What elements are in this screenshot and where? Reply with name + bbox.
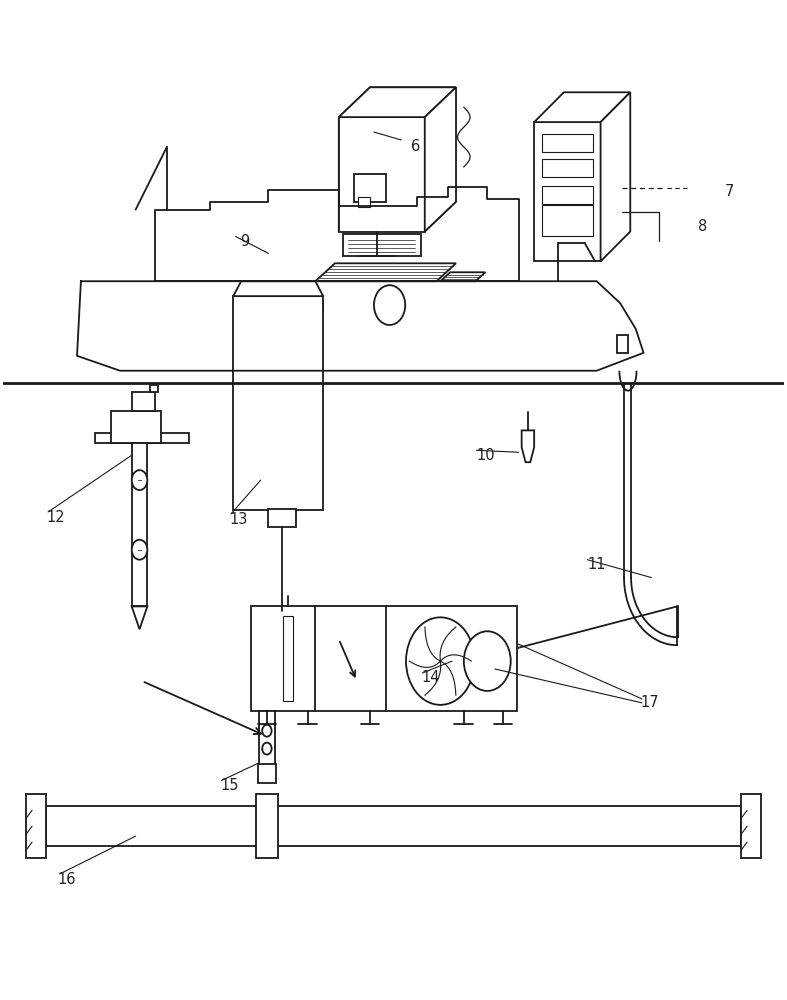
Polygon shape <box>441 272 486 281</box>
Bar <box>741 794 761 858</box>
Circle shape <box>464 631 511 691</box>
Bar <box>534 122 600 261</box>
Text: 6: 6 <box>411 139 420 154</box>
Text: 15: 15 <box>220 778 238 793</box>
Circle shape <box>131 470 147 490</box>
Polygon shape <box>233 281 323 296</box>
Bar <box>358 197 370 207</box>
Polygon shape <box>522 430 534 462</box>
Bar <box>259 711 275 767</box>
Bar <box>256 794 278 858</box>
Bar <box>542 186 593 204</box>
Circle shape <box>262 743 272 755</box>
Text: 10: 10 <box>476 448 495 463</box>
Circle shape <box>406 617 475 705</box>
Bar <box>131 443 147 606</box>
Bar <box>131 392 155 411</box>
Text: 7: 7 <box>725 184 734 199</box>
Text: 16: 16 <box>57 872 76 887</box>
Bar <box>257 764 276 783</box>
Text: 12: 12 <box>46 510 65 525</box>
Bar <box>26 794 46 858</box>
Bar <box>95 433 189 443</box>
Bar <box>46 806 741 846</box>
Text: 9: 9 <box>240 234 249 249</box>
Bar <box>542 159 593 177</box>
Bar <box>617 335 628 353</box>
Bar <box>251 606 517 711</box>
Bar <box>542 134 593 152</box>
Text: 13: 13 <box>230 512 248 527</box>
Circle shape <box>374 285 405 325</box>
Bar <box>283 616 293 701</box>
Bar <box>150 385 157 392</box>
Circle shape <box>292 285 323 325</box>
Bar <box>268 509 296 527</box>
Bar <box>338 117 425 232</box>
Polygon shape <box>600 92 630 261</box>
Polygon shape <box>338 87 456 232</box>
Bar <box>233 296 323 510</box>
Circle shape <box>262 725 272 737</box>
Circle shape <box>131 540 147 560</box>
Text: 8: 8 <box>698 219 708 234</box>
Polygon shape <box>425 87 456 232</box>
Bar <box>342 234 421 256</box>
Polygon shape <box>338 87 456 117</box>
Polygon shape <box>316 263 456 281</box>
Bar <box>354 174 386 202</box>
Bar <box>111 411 161 443</box>
Bar <box>542 205 593 236</box>
Text: 14: 14 <box>422 670 440 685</box>
Polygon shape <box>534 92 630 122</box>
Text: 11: 11 <box>587 557 606 572</box>
Text: 17: 17 <box>641 695 660 710</box>
Polygon shape <box>131 606 147 629</box>
Polygon shape <box>259 767 275 780</box>
